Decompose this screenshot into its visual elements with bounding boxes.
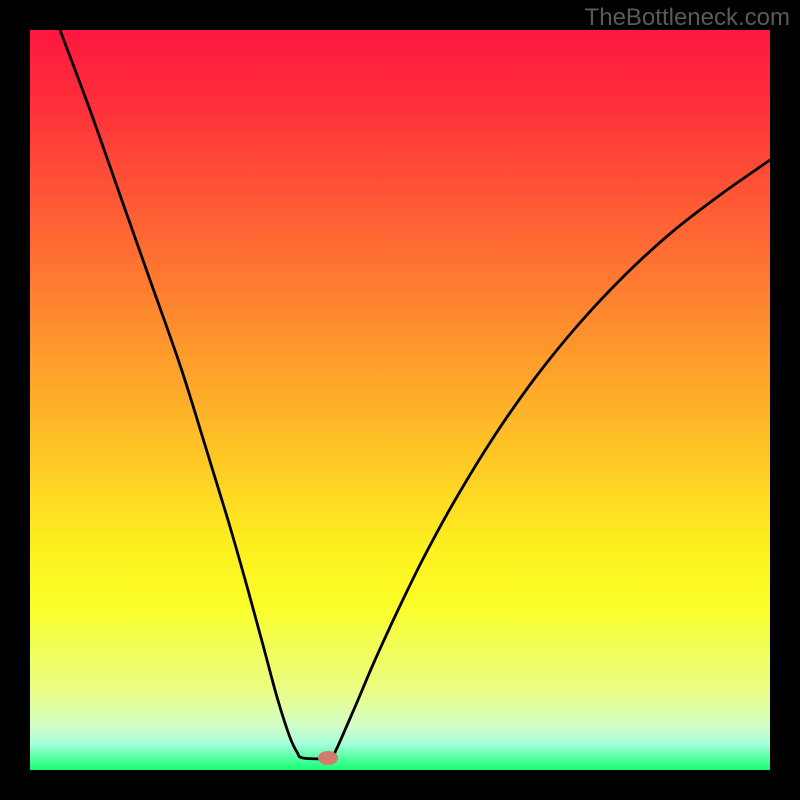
watermark-text: TheBottleneck.com	[585, 4, 790, 32]
plot-background	[30, 30, 770, 770]
bottleneck-chart: TheBottleneck.com	[0, 0, 800, 800]
chart-svg	[0, 0, 800, 800]
optimum-marker	[318, 751, 338, 765]
